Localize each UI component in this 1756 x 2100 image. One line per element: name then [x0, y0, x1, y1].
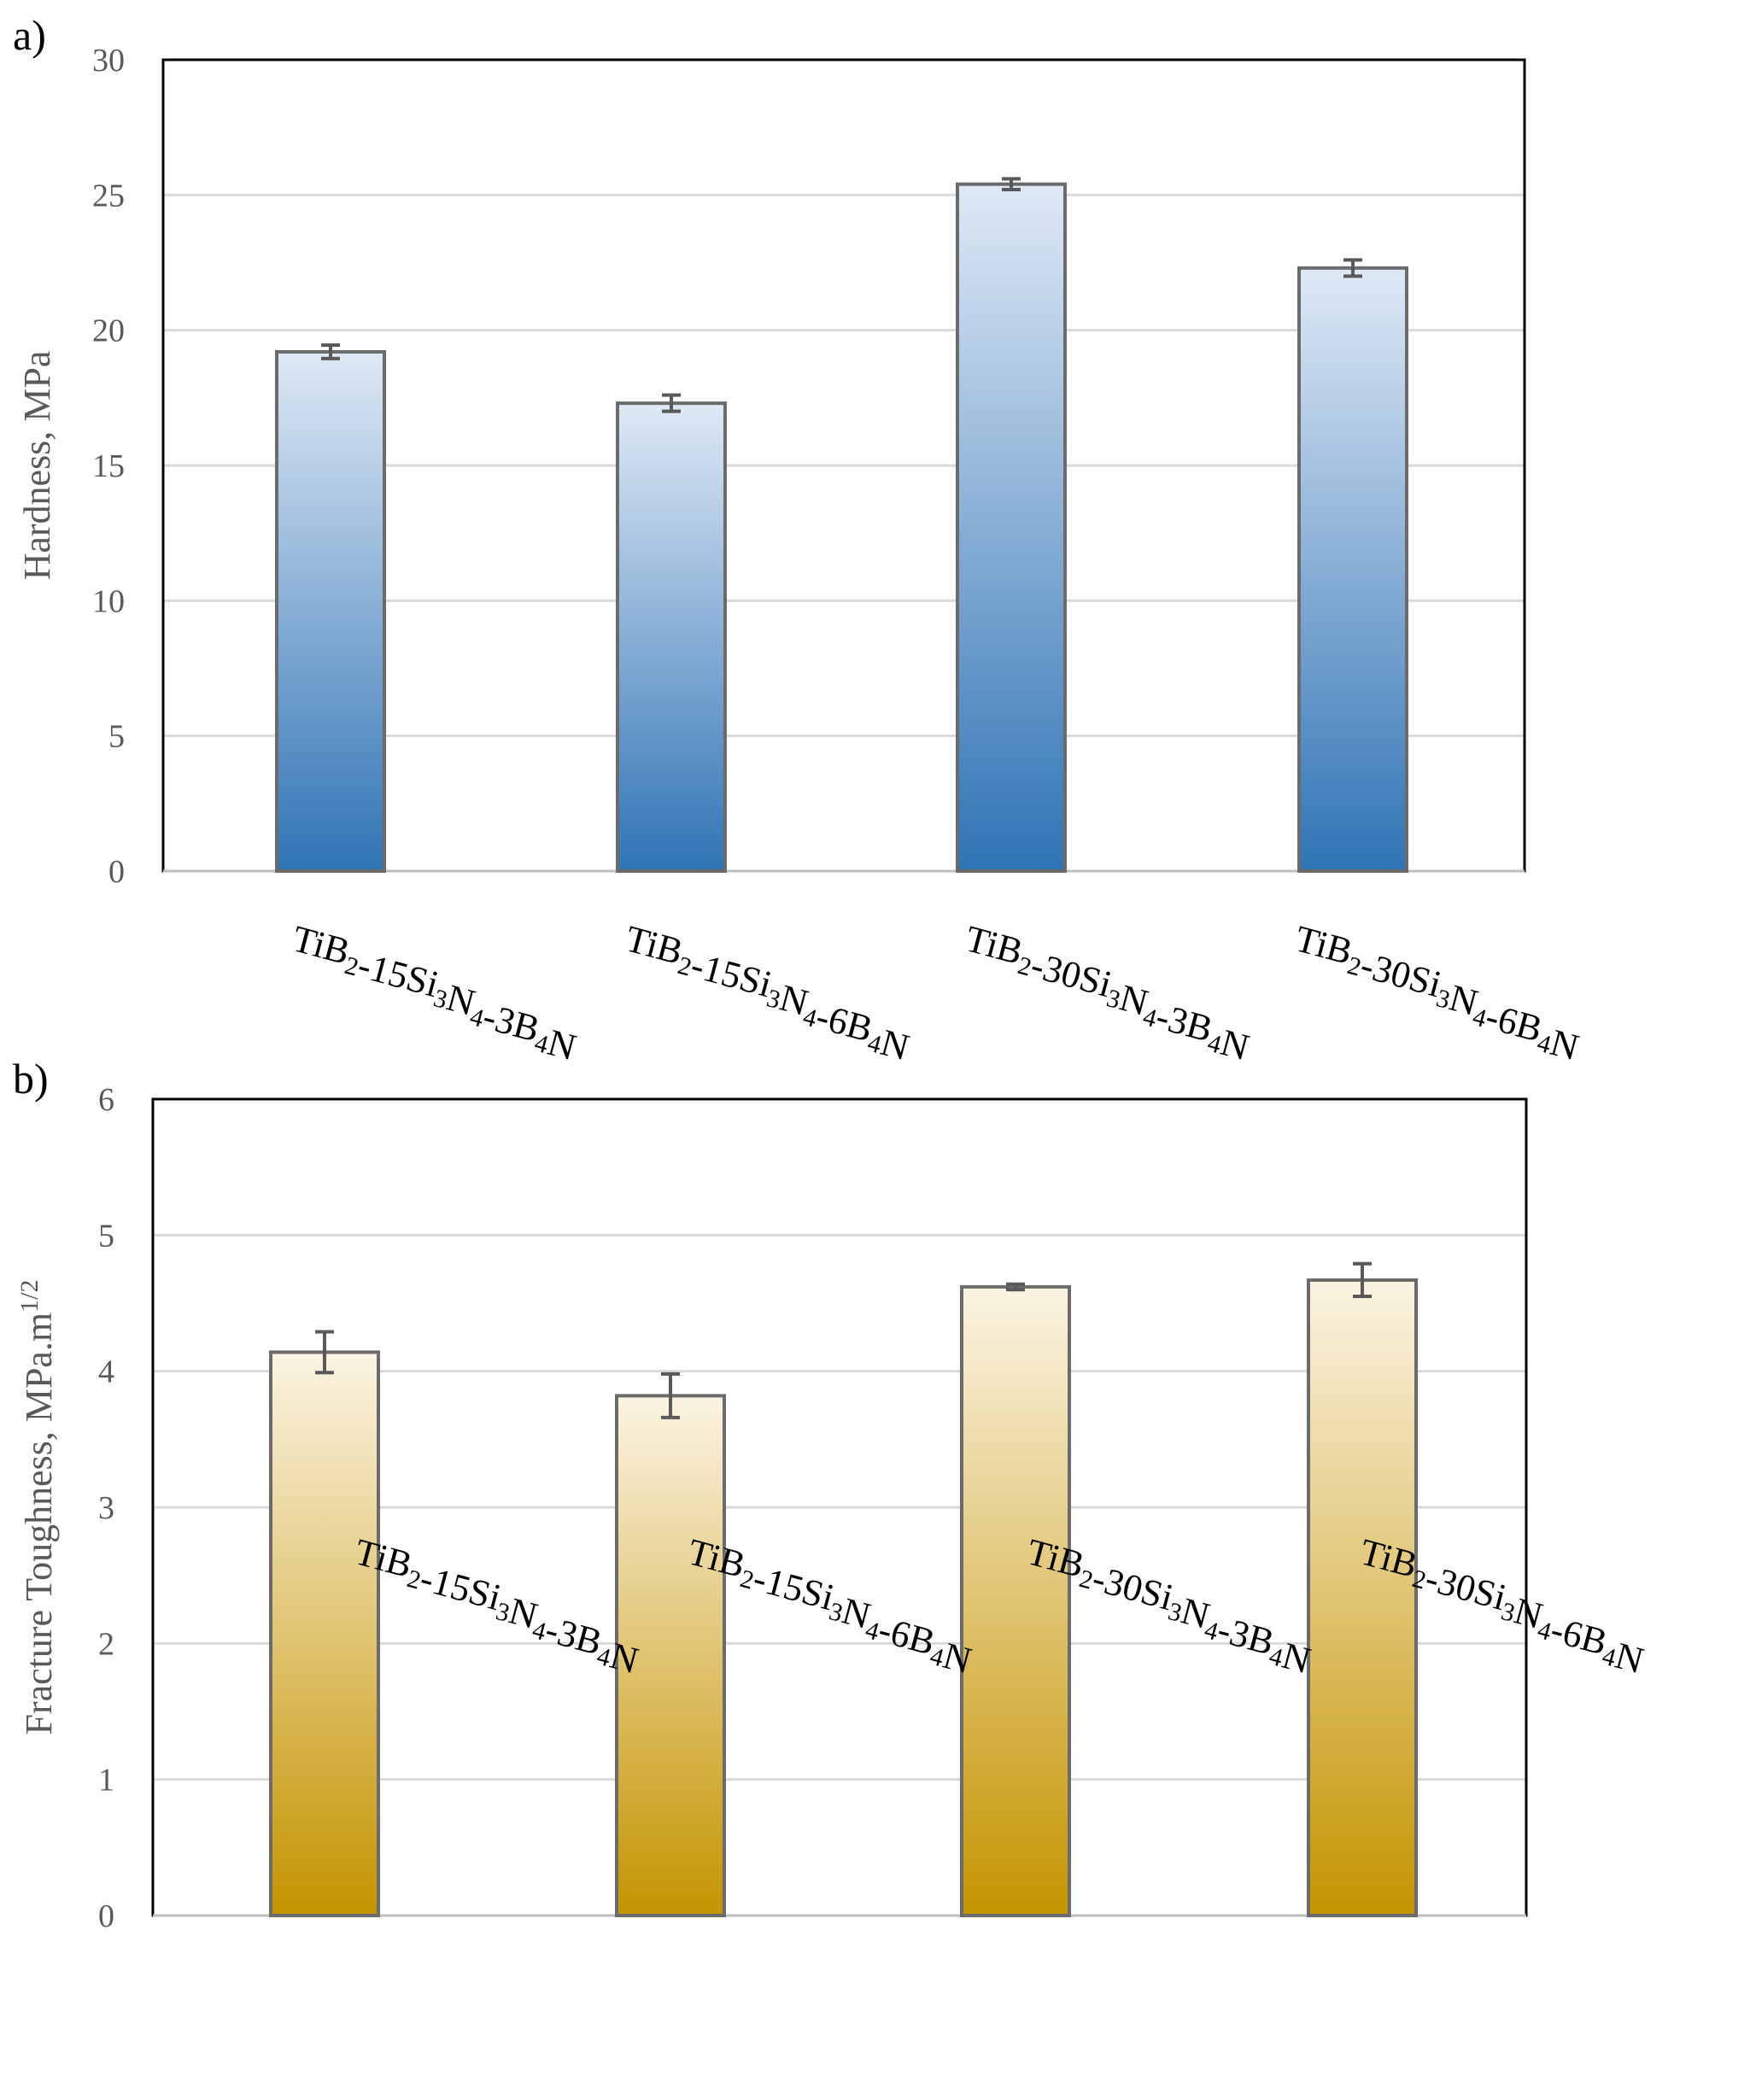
bar [1297, 266, 1408, 874]
y-tick-label: 30 [92, 43, 125, 79]
label-part: -15Si [416, 1557, 506, 1618]
y-tick-label: 6 [98, 1082, 114, 1118]
bar [956, 182, 1067, 873]
fracture-toughness-chart: 0123456TiB2-15Si3N4-3B4NTiB2-15Si3N4-6B4… [13, 1055, 1648, 1934]
label-part: N [1216, 1021, 1253, 1069]
y-tick-label: 25 [92, 178, 125, 214]
y-tick-label: 5 [98, 1218, 114, 1254]
bar [615, 1394, 726, 1917]
label-part: -3B [479, 995, 544, 1050]
y-tick-label: 1 [98, 1763, 114, 1799]
label-part: TiB [961, 917, 1027, 973]
label-part: -30Si [1088, 1557, 1178, 1618]
label-part: N [876, 1021, 913, 1069]
y-axis-label: Hardness, MPa [16, 351, 58, 581]
bar [275, 350, 386, 873]
label-part: -6B [812, 995, 877, 1050]
bar [1307, 1278, 1418, 1917]
label-part: -3B [1214, 1608, 1279, 1663]
label-part: -6B [1482, 995, 1547, 1050]
label-part: -3B [1152, 995, 1217, 1050]
y-tick-label: 2 [98, 1626, 114, 1662]
y-tick-label: 5 [108, 719, 125, 755]
y-tick-label: 15 [92, 448, 125, 484]
label-part: -15Si [354, 944, 443, 1005]
y-axis-label-text: Hardness, MPa [16, 351, 58, 581]
x-category-label: TiB2-30Si3N4-3B4N [952, 917, 1262, 1068]
y-axis-label: Fracture Toughness, MPa.m1/2 [15, 1279, 60, 1734]
label-part: N [543, 1021, 580, 1069]
panel-label: a) [13, 11, 46, 59]
y-tick-label: 0 [98, 1898, 114, 1934]
panel-label: b) [13, 1055, 49, 1103]
label-part: N [1611, 1635, 1648, 1682]
bar [269, 1350, 380, 1917]
label-part: -30Si [1356, 944, 1446, 1005]
x-category-label: TiB2-15Si3N4-3B4N [342, 1530, 652, 1682]
y-tick-label: 0 [108, 854, 125, 890]
y-tick-label: 3 [98, 1490, 114, 1526]
bar [960, 1284, 1071, 1917]
y-axis-label-superscript: 1/2 [15, 1279, 44, 1312]
label-part: TiB [288, 917, 354, 973]
x-category-label: TiB2-15Si3N4-6B4N [612, 917, 922, 1068]
hardness-chart: 0 5 10 15 20 25 30 TiB2-15Si3N4-3B4NTiB2-15Si3N… [13, 11, 1592, 1068]
bar [616, 401, 727, 873]
y-axis-label-text: Fracture Toughness, MPa.m [18, 1313, 60, 1735]
y-tick-label: 10 [92, 583, 125, 619]
label-part: TiB [621, 917, 687, 973]
label-part: -15Si [749, 1557, 839, 1618]
label-part: -6B [875, 1608, 939, 1663]
label-part: -6B [1547, 1608, 1612, 1663]
x-category-label: TiB2-15Si3N4-3B4N [279, 917, 589, 1068]
label-part: -15Si [687, 944, 776, 1005]
y-tick-label: 4 [98, 1354, 114, 1390]
label-part: N [1546, 1021, 1583, 1069]
x-category-label: TiB2-30Si3N4-6B4N [1282, 917, 1592, 1068]
y-tick-label: 20 [92, 313, 125, 349]
label-part: -30Si [1421, 1557, 1511, 1618]
label-part: TiB [1291, 917, 1356, 973]
label-part: -30Si [1027, 944, 1116, 1005]
label-part: -3B [541, 1608, 606, 1663]
